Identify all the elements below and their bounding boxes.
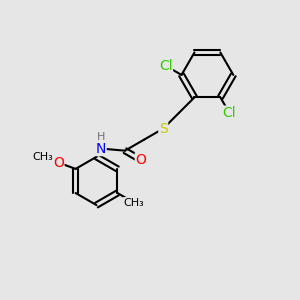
Text: Cl: Cl [223, 106, 236, 120]
Text: CH₃: CH₃ [124, 198, 144, 208]
Text: Cl: Cl [159, 59, 172, 73]
Text: O: O [135, 153, 146, 167]
Text: O: O [53, 156, 64, 170]
Text: S: S [159, 122, 168, 136]
Text: CH₃: CH₃ [33, 152, 54, 162]
Text: H: H [97, 132, 106, 142]
Text: N: N [96, 142, 106, 156]
